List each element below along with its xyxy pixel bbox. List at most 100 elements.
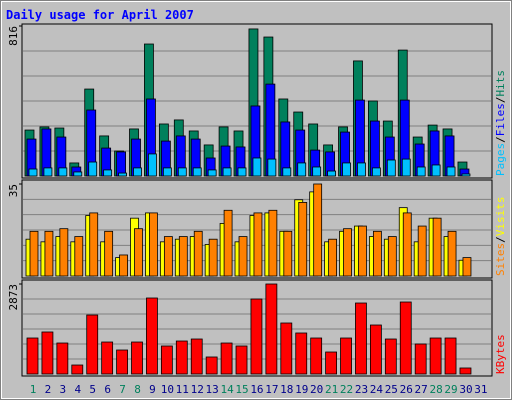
legend-separator: / <box>494 236 507 243</box>
x-tick-label: 27 <box>415 383 428 396</box>
bar <box>220 342 233 375</box>
x-tick-label: 3 <box>60 383 67 396</box>
bar <box>89 212 99 277</box>
bar <box>462 257 472 277</box>
bar <box>160 345 173 375</box>
bar <box>372 230 382 277</box>
bar <box>265 283 278 375</box>
x-tick-label: 4 <box>74 383 81 396</box>
bar <box>148 153 157 177</box>
bar <box>73 171 83 177</box>
x-tick-label: 18 <box>280 383 293 396</box>
bar <box>207 169 217 177</box>
bar <box>461 173 471 177</box>
bar <box>177 167 187 177</box>
x-tick-label: 8 <box>134 383 141 396</box>
x-tick-label: 17 <box>265 383 278 396</box>
bar <box>131 341 143 375</box>
legend: Sites/Visits <box>494 197 507 277</box>
bar <box>342 162 351 177</box>
bar <box>162 167 172 177</box>
legend-separator: / <box>494 97 507 104</box>
bar <box>459 367 472 375</box>
bar <box>325 351 338 375</box>
bar <box>192 167 202 177</box>
bar <box>298 201 308 277</box>
bar <box>414 343 427 375</box>
legend-entry: Pages <box>494 143 507 176</box>
x-tick-label: 6 <box>104 383 111 396</box>
bar <box>386 159 396 177</box>
bar <box>253 212 263 277</box>
chart-title: Daily usage for April 2007 <box>6 8 194 22</box>
bar <box>358 225 367 277</box>
bar <box>384 338 397 375</box>
bar <box>447 230 457 277</box>
bar <box>280 322 293 375</box>
legend-entry: Hits <box>494 70 507 97</box>
legend: Pages/Files/Hits <box>494 70 507 176</box>
bar <box>222 167 232 177</box>
bar <box>369 324 382 375</box>
bar <box>237 167 247 177</box>
bar <box>235 345 248 375</box>
bar <box>399 301 412 375</box>
bar <box>417 225 427 277</box>
bar <box>101 341 114 375</box>
legend-entry: Visits <box>494 197 507 237</box>
bar <box>282 167 292 177</box>
bar <box>267 158 277 177</box>
x-tick-label: 5 <box>89 383 96 396</box>
bar <box>88 161 98 177</box>
x-tick-label: 1 <box>30 383 37 396</box>
bar <box>328 238 338 277</box>
x-tick-label: 11 <box>176 383 189 396</box>
legend-entry: Files <box>494 103 507 136</box>
bar <box>133 167 142 177</box>
bar <box>355 302 367 375</box>
legend: KBytes <box>494 334 507 374</box>
bar <box>343 228 352 277</box>
x-tick-label: 7 <box>119 383 126 396</box>
bar <box>103 169 113 177</box>
bar <box>28 168 38 177</box>
y-tick-label: 816 <box>7 26 20 46</box>
bar <box>431 164 441 177</box>
bar <box>134 228 143 277</box>
bar <box>26 337 39 375</box>
bar <box>268 209 278 277</box>
bar <box>310 337 323 375</box>
bar <box>312 166 322 177</box>
bar <box>416 166 426 177</box>
bar <box>175 340 188 375</box>
bar <box>371 167 381 177</box>
bar <box>402 212 412 277</box>
bar <box>116 151 126 177</box>
x-tick-label: 20 <box>310 383 323 396</box>
y-tick-label: 35 <box>7 184 20 197</box>
x-tick-label: 30 <box>459 383 472 396</box>
bar <box>190 338 203 375</box>
bar <box>58 167 68 177</box>
bar <box>444 337 457 375</box>
bar <box>313 183 323 277</box>
bar <box>193 230 203 277</box>
x-tick-label: 13 <box>206 383 219 396</box>
bar <box>297 162 307 177</box>
bar <box>429 337 442 375</box>
bar <box>357 162 366 177</box>
bar <box>74 236 84 277</box>
x-tick-label: 24 <box>370 383 384 396</box>
x-tick-label: 29 <box>444 383 457 396</box>
bar <box>86 314 99 375</box>
bar <box>340 337 352 375</box>
bar <box>119 254 128 277</box>
bar <box>149 212 158 277</box>
x-tick-label: 9 <box>149 383 156 396</box>
bar <box>43 167 53 177</box>
bar <box>401 158 411 177</box>
bar <box>432 217 442 277</box>
bar <box>250 298 263 375</box>
